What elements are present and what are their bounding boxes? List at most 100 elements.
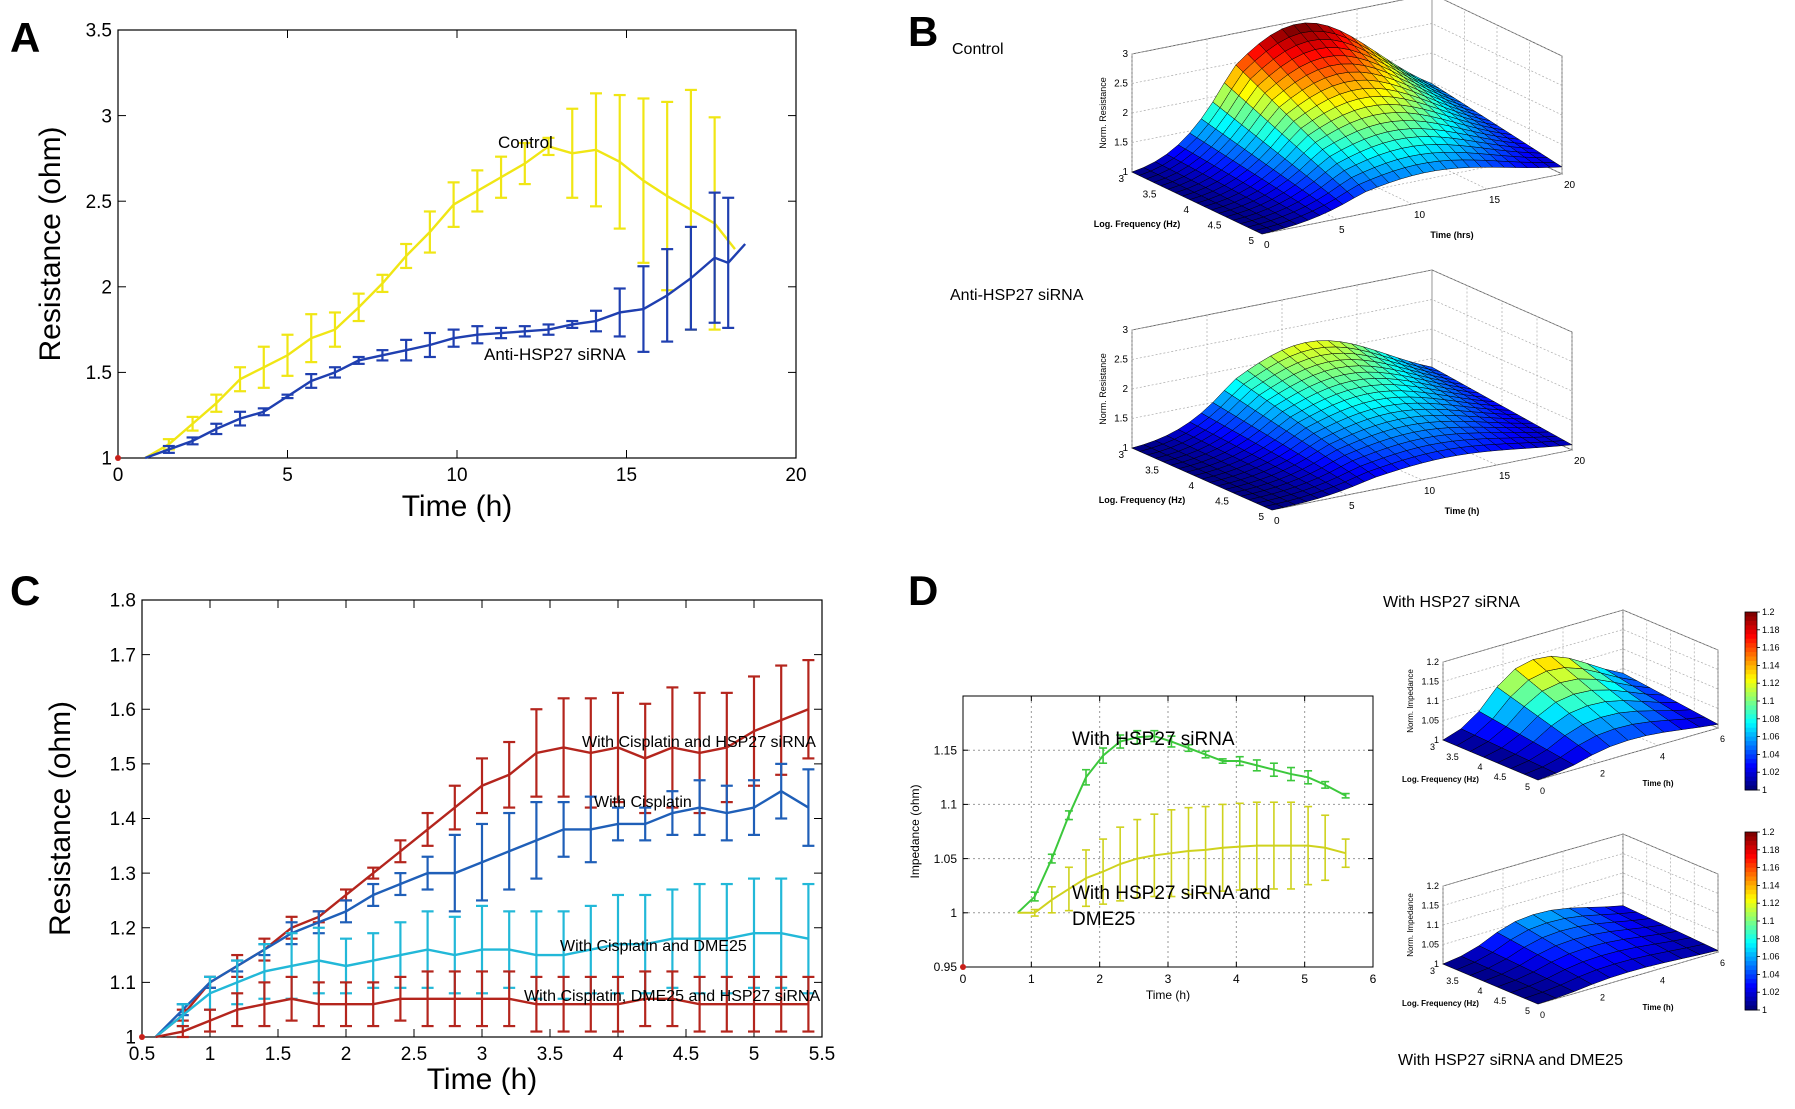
colorbar-tick-label: 1 [1762, 785, 1767, 795]
colorbar-cell [1745, 674, 1757, 680]
series-annotation: With HSP27 siRNA [1072, 729, 1235, 750]
x-axis-label: Log. Frequency (Hz) [1099, 495, 1186, 505]
colorbar-cell [1745, 638, 1757, 644]
colorbar-cell [1745, 840, 1757, 846]
y-tick-label: 10 [1424, 486, 1436, 497]
y-tick-label: 6 [1720, 958, 1725, 968]
colorbar-cell [1745, 763, 1757, 769]
x-tick-label: 4 [1477, 762, 1482, 772]
z-tick-label: 2 [1122, 384, 1128, 395]
grid-line [1442, 629, 1719, 682]
z-tick-label: 2.5 [1114, 79, 1128, 90]
surface-title-hsp27-dme25: With HSP27 siRNA and DME25 [1398, 1052, 1623, 1069]
colorbar-cell [1745, 643, 1757, 649]
y-tick-label: 1 [101, 449, 112, 470]
surface-patch [1131, 167, 1152, 176]
y-axis-label: Time (hrs) [1430, 230, 1473, 240]
grid-line [1271, 332, 1573, 511]
y-tick-label: 20 [1564, 180, 1576, 191]
grid-line [1442, 872, 1719, 926]
colorbar-cell [1745, 925, 1757, 931]
panel-label-d: D [908, 567, 938, 614]
y-tick-label: 5 [1339, 225, 1345, 236]
colorbar-cell [1745, 898, 1757, 904]
colorbar-tick-label: 1.04 [1762, 749, 1780, 759]
colorbar-cell [1745, 723, 1757, 729]
x-axis-label: Time (h) [427, 1063, 538, 1096]
colorbar-cell [1745, 767, 1757, 773]
x-tick-label: 3 [1118, 450, 1124, 461]
colorbar-tick-label: 1.14 [1762, 880, 1780, 890]
x-tick-label: 4 [1188, 481, 1194, 492]
colorbar-cell [1745, 996, 1757, 1002]
z-tick-label: 1.05 [1421, 716, 1439, 726]
colorbar-top: 1.2 1.18 1.16 1.14 1.12 1.1 1.08 1.06 1.04 1.02 1 [1744, 607, 1780, 795]
x-tick-label: 5 [1525, 782, 1530, 792]
x-axis-label: Time (h) [402, 490, 513, 523]
chart-c: 0.5 1 1.5 2 2.5 3 3.5 4 4.5 5 5.511.11.21.31.41.51… [44, 591, 835, 1096]
colorbar-cell [1745, 912, 1757, 918]
x-tick-label: 0 [960, 972, 967, 986]
x-axis-label: Log. Frequency (Hz) [1402, 999, 1479, 1008]
colorbar-cell [1745, 732, 1757, 738]
colorbar-cell [1745, 943, 1757, 949]
y-tick-label: 1.1 [110, 973, 136, 994]
x-tick-label: 5 [1525, 1006, 1530, 1016]
y-tick-label: 0 [1264, 240, 1270, 251]
colorbar-cell [1745, 634, 1757, 640]
y-tick-label: 1.2 [110, 918, 136, 939]
x-axis-label: Log. Frequency (Hz) [1094, 219, 1181, 229]
x-tick-label: 3.5 [1446, 752, 1459, 762]
colorbar-cell [1745, 836, 1757, 842]
colorbar-tick-label: 1.18 [1762, 625, 1780, 635]
x-tick-label: 3 [477, 1044, 488, 1065]
y-tick-label: 6 [1720, 734, 1725, 744]
y-tick-label: 1 [125, 1028, 136, 1049]
colorbar-cell [1745, 696, 1757, 702]
surface-patch [1131, 444, 1153, 452]
colorbar-tick-label: 1.2 [1762, 827, 1775, 837]
colorbar-tick-label: 1.16 [1762, 863, 1780, 873]
x-tick-label: 2 [1096, 972, 1103, 986]
series-annotation: With HSP27 siRNA and [1072, 883, 1271, 904]
colorbar-tick-label: 1.02 [1762, 767, 1780, 777]
y-tick-label: 1.1 [940, 798, 957, 812]
z-tick-label: 1 [1122, 167, 1128, 178]
z-tick-label: 1.5 [1114, 138, 1128, 149]
colorbar-tick-label: 1.2 [1762, 607, 1775, 617]
grid-line [1261, 56, 1563, 235]
x-tick-label: 5 [1248, 236, 1254, 247]
y-tick-label: 10 [1414, 210, 1426, 221]
z-tick-label: 1 [1434, 959, 1439, 969]
panel-label-c: C [10, 567, 40, 614]
surface-patch [1442, 728, 1476, 746]
colorbar-cell [1745, 785, 1757, 791]
y-tick-label: 1.6 [110, 700, 136, 721]
z-tick-label: 1.5 [1114, 414, 1128, 425]
y-axis-label: Resistance (ohm) [44, 701, 77, 936]
colorbar-cell [1745, 772, 1757, 778]
x-tick-label: 15 [616, 465, 637, 486]
z-axis-label: Norm. Resistance [1098, 353, 1108, 425]
z-tick-label: 1.1 [1426, 920, 1439, 930]
y-tick-label: 20 [1574, 456, 1586, 467]
z-axis-label: Norm. Resistance [1098, 77, 1108, 149]
colorbar-tick-label: 1.06 [1762, 732, 1780, 742]
colorbar-cell [1745, 974, 1757, 980]
x-tick-label: 4.5 [1494, 772, 1507, 782]
surface-patch [1442, 955, 1476, 970]
panel-label-b: B [908, 8, 938, 55]
colorbar-bottom: 1.2 1.18 1.16 1.14 1.12 1.1 1.08 1.06 1.04 1.02 1 [1744, 827, 1780, 1015]
panel-label-a: A [10, 14, 40, 61]
colorbar-cell [1745, 745, 1757, 751]
x-axis-label: Log. Frequency (Hz) [1402, 775, 1479, 784]
colorbar-tick-label: 1.16 [1762, 643, 1780, 653]
x-tick-label: 6 [1370, 972, 1377, 986]
colorbar-tick-label: 1.06 [1762, 952, 1780, 962]
grid-line [1442, 892, 1719, 945]
x-axis-label: Time (h) [1146, 988, 1190, 1002]
z-tick-label: 1.05 [1421, 940, 1439, 950]
x-tick-label: 5 [1258, 512, 1264, 523]
